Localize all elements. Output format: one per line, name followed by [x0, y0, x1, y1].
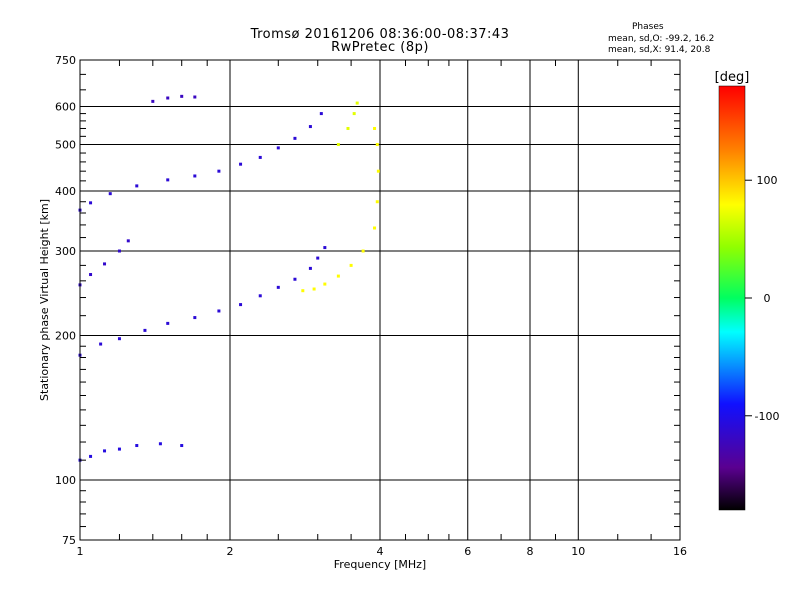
- echo-point: [135, 184, 139, 188]
- grid: [80, 60, 680, 540]
- echo-point: [239, 303, 243, 307]
- echo-point: [103, 449, 107, 453]
- echo-point: [336, 143, 340, 147]
- echo-point: [117, 337, 121, 341]
- echo-point: [166, 178, 170, 182]
- echo-point: [117, 249, 121, 253]
- echo-point: [293, 277, 297, 281]
- echo-point: [217, 169, 221, 173]
- echo-point: [117, 447, 121, 451]
- y-axis: 75 100 200 300 400 500 600 750: [55, 54, 680, 547]
- echo-point: [349, 263, 353, 267]
- echo-point: [193, 316, 197, 320]
- echo-point: [376, 169, 380, 173]
- echo-point: [258, 155, 262, 159]
- y-tick-label: 75: [62, 534, 76, 547]
- echo-point: [308, 266, 312, 270]
- echo-point: [239, 162, 243, 166]
- chart-title: Tromsø 20161206 08:36:00-08:37:43: [250, 27, 510, 42]
- echo-point: [217, 309, 221, 313]
- echo-point: [293, 136, 297, 140]
- x-axis-label: Frequency [MHz]: [334, 558, 426, 571]
- colorbar: [718, 85, 746, 511]
- x-tick-label: 8: [527, 545, 534, 558]
- echo-point: [276, 285, 280, 289]
- echo-point: [375, 143, 379, 147]
- chart-subtitle: RwPretec (8p): [331, 40, 429, 55]
- echo-point: [355, 101, 359, 105]
- echo-point: [193, 174, 197, 178]
- echo-point: [180, 444, 184, 448]
- echo-point: [143, 328, 147, 332]
- echo-point: [89, 273, 93, 277]
- echo-point: [135, 444, 139, 448]
- x-tick-label: 4: [377, 545, 384, 558]
- echo-point: [361, 249, 365, 253]
- y-tick-label: 400: [55, 185, 76, 198]
- echo-point: [301, 289, 305, 293]
- colorbar-label: [deg]: [715, 70, 750, 85]
- data-points: [78, 94, 380, 462]
- echo-point: [166, 321, 170, 325]
- y-tick-label: 200: [55, 330, 76, 343]
- echo-point: [346, 126, 350, 130]
- x-tick-label: 10: [571, 545, 585, 558]
- colorbar-ticks: 100 0 -100: [745, 174, 779, 423]
- echo-point: [308, 125, 312, 129]
- echo-point: [89, 201, 93, 205]
- x-tick-label: 2: [227, 545, 234, 558]
- echo-point: [352, 112, 356, 116]
- echo-point: [158, 442, 162, 446]
- echo-point: [151, 99, 155, 103]
- y-tick-label: 100: [55, 474, 76, 487]
- y-tick-label: 750: [55, 54, 76, 67]
- echo-point: [316, 256, 320, 260]
- echo-point: [323, 282, 327, 286]
- y-tick-label: 300: [55, 245, 76, 258]
- y-tick-label: 500: [55, 139, 76, 152]
- echo-point: [103, 262, 107, 266]
- echo-point: [126, 239, 130, 243]
- y-axis-label: Stationary phase Virtual Height [km]: [38, 199, 51, 401]
- echo-point: [373, 226, 377, 230]
- echo-point: [166, 96, 170, 100]
- plot-frame: [79, 59, 681, 541]
- echo-point: [373, 126, 377, 130]
- phase-stats-x: mean, sd,X: 91.4, 20.8: [608, 45, 711, 55]
- echo-point: [336, 274, 340, 278]
- y-tick-label: 600: [55, 101, 76, 114]
- echo-point: [99, 342, 103, 346]
- echo-point: [276, 146, 280, 150]
- x-axis: 1 2 4 6 8 10 16: [77, 60, 687, 558]
- echo-point: [193, 95, 197, 99]
- echo-point: [89, 454, 93, 458]
- echo-point: [319, 112, 323, 116]
- x-tick-label: 1: [77, 545, 84, 558]
- colorbar-tick-label: 100: [757, 174, 778, 187]
- echo-point: [108, 192, 112, 196]
- echo-point: [258, 294, 262, 298]
- colorbar-tick-label: -100: [755, 410, 780, 423]
- echo-point: [375, 200, 379, 204]
- x-tick-label: 6: [464, 545, 471, 558]
- echo-point: [312, 287, 316, 291]
- echo-point: [323, 246, 327, 250]
- echo-point: [180, 94, 184, 98]
- phase-stats-o: mean, sd,O: -99.2, 16.2: [608, 34, 715, 44]
- colorbar-tick-label: 0: [764, 292, 771, 305]
- phase-stats-title: Phases: [632, 22, 664, 32]
- x-tick-label: 16: [673, 545, 687, 558]
